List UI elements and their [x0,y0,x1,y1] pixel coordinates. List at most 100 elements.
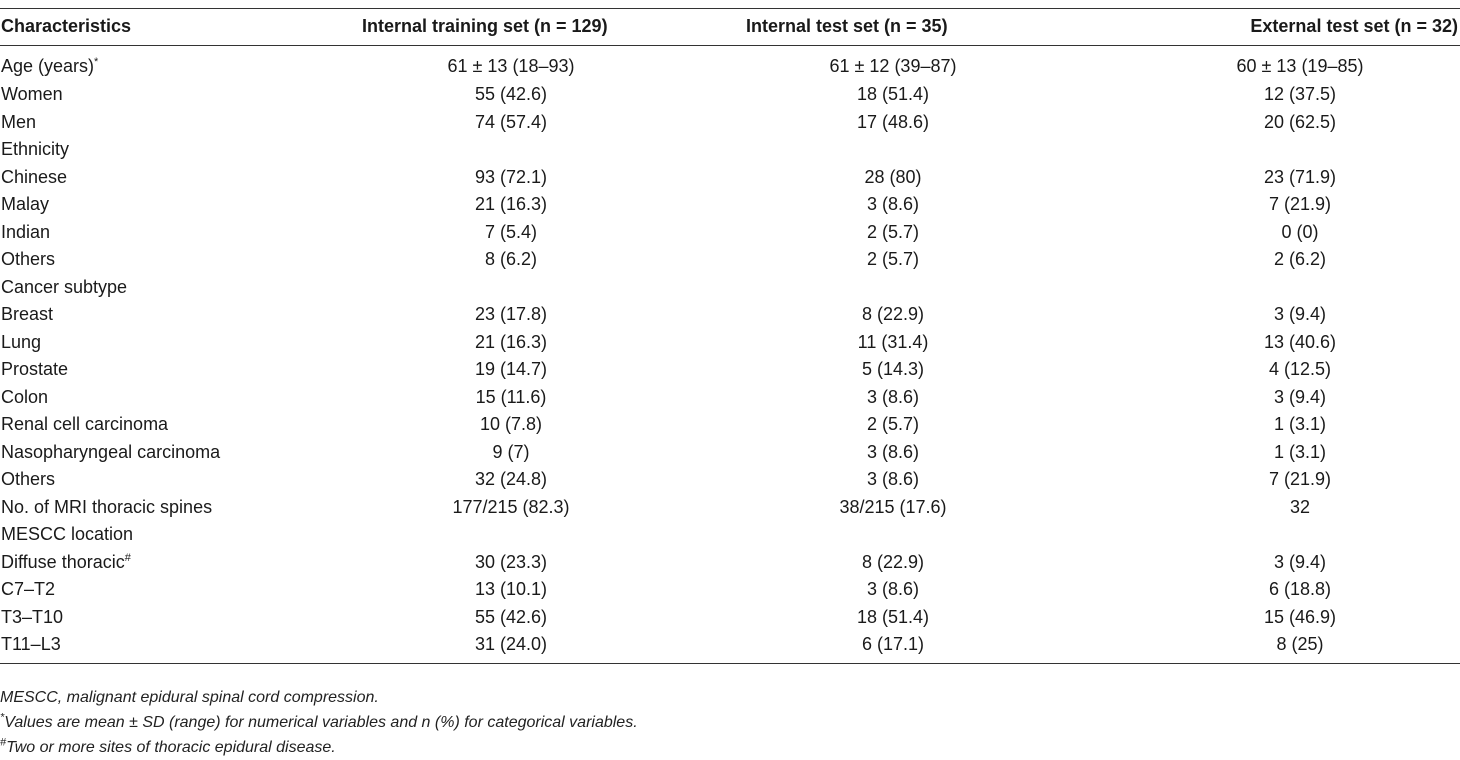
row-label: Lung [1,331,42,352]
row-label: No. of MRI thoracic spines [1,496,213,517]
value-cell [300,274,700,302]
value-cell: 2 (5.7) [866,249,920,270]
row-label: Indian [1,221,51,242]
value-cell: 3 (8.6) [866,441,920,462]
value-cell: 3 (9.4) [1273,551,1327,572]
row-label-cell: Nasopharyngeal carcinoma [0,439,300,467]
column-header: External test set (n = 32) [1080,8,1460,46]
value-cell: 31 (24.0) [300,631,700,664]
value-cell: 177/215 (82.3) [452,496,570,517]
value-cell: 61 ± 13 (18–93) [447,56,575,76]
footnote-marker: * [0,711,5,724]
value-cell: 7 (21.9) [1268,469,1332,490]
table-row: Chinese 93 (72.1) 28 (80) 23 (71.9) [0,164,1460,192]
value-cell [1080,521,1460,549]
value-cell: 2 (6.2) [1273,249,1327,270]
row-label-cell: Diffuse thoracic# [0,549,300,577]
footnote-marker: # [0,736,7,749]
table-row: Age (years)* 61 ± 13 (18–93) 61 ± 12 (39–8… [0,46,1460,82]
table-row: T11–L3 31 (24.0) 6 (17.1) 8 (25) [0,631,1460,664]
row-label-cell: Men [0,109,300,137]
value-cell: 18 (51.4) [856,606,930,627]
table-row: T3–T10 55 (42.6) 18 (51.4) 15 (46.9) [0,604,1460,632]
footnote-marker: * [94,56,99,68]
table-row: Ethnicity [0,136,1460,164]
value-cell: 3 (9.4) [1273,304,1327,325]
value-cell: 61 ± 12 (39–87) [829,56,957,76]
row-label: MESCC location [1,524,134,545]
row-label-cell: MESCC location [0,521,300,549]
value-cell: 55 (42.6) [474,606,548,627]
row-label-cell: Ethnicity [0,136,300,164]
row-label-cell: Colon [0,384,300,412]
value-cell: 7 (21.9) [1268,194,1332,215]
table-row: Breast 23 (17.8) 8 (22.9) 3 (9.4) [0,301,1460,329]
value-cell: 3 (8.6) [866,194,920,215]
value-cell: 3 (9.4) [1273,386,1327,407]
value-cell: 20 (62.5) [1263,111,1337,132]
row-label: C7–T2 [1,579,56,600]
value-cell: 21 (16.3) [474,194,548,215]
value-cell: 32 [1289,496,1311,517]
value-cell [300,136,700,164]
column-header: Internal training set (n = 129) [300,8,700,46]
row-label: Others [1,469,56,490]
table-footnotes: MESCC, malignant epidural spinal cord co… [0,685,638,760]
value-cell: 19 (14.7) [474,359,548,380]
value-cell: 38/215 (17.6) [839,496,947,517]
row-label: Diffuse thoracic [1,551,125,572]
value-cell: 0 (0) [1281,221,1319,242]
table-row: C7–T2 13 (10.1) 3 (8.6) 6 (18.8) [0,576,1460,604]
table-row: Others 8 (6.2) 2 (5.7) 2 (6.2) [0,246,1460,274]
row-label: Ethnicity [1,139,70,160]
row-label-cell: Prostate [0,356,300,384]
value-cell: 9 (7) [492,441,530,462]
value-cell: 8 (22.9) [861,304,925,325]
table-row: Indian 7 (5.4) 2 (5.7) 0 (0) [0,219,1460,247]
table-row: Lung 21 (16.3) 11 (31.4) 13 (40.6) [0,329,1460,357]
footnote: *Values are mean ± SD (range) for numeri… [0,710,638,735]
table-row: Women 55 (42.6) 18 (51.4) 12 (37.5) [0,81,1460,109]
row-label: Age (years) [1,56,95,76]
table-row: Colon 15 (11.6) 3 (8.6) 3 (9.4) [0,384,1460,412]
footnote-text: Values are mean ± SD (range) for numeric… [4,714,638,731]
value-cell: 4 (12.5) [1268,359,1332,380]
row-label: Women [1,84,63,105]
value-cell: 74 (57.4) [474,111,548,132]
value-cell: 3 (8.6) [866,579,920,600]
row-label: T11–L3 [1,634,61,655]
value-cell [700,136,1080,164]
table-row: Others 32 (24.8) 3 (8.6) 7 (21.9) [0,466,1460,494]
column-header: Internal test set (n = 35) [700,8,1080,46]
value-cell [300,521,700,549]
row-label: Chinese [1,166,68,187]
table-row: Renal cell carcinoma 10 (7.8) 2 (5.7) 1 (3.… [0,411,1460,439]
row-label-cell: C7–T2 [0,576,300,604]
table-body: Age (years)* 61 ± 13 (18–93) 61 ± 12 (39–8… [0,46,1460,664]
value-cell: 6 (18.8) [1268,579,1332,600]
value-cell: 93 (72.1) [474,166,548,187]
value-cell [700,274,1080,302]
value-cell: 12 (37.5) [1263,84,1337,105]
value-cell: 7 (5.4) [484,221,538,242]
column-header: Characteristics [0,8,300,46]
footnote-marker: # [124,551,131,564]
value-cell: 15 (11.6) [475,386,547,407]
value-cell: 60 ± 13 (19–85) [1236,56,1364,76]
table-row: Nasopharyngeal carcinoma 9 (7) 3 (8.6) 1 (3… [0,439,1460,467]
footnote: MESCC, malignant epidural spinal cord co… [0,685,638,710]
value-cell: 17 (48.6) [856,111,930,132]
row-label-cell: Age (years)* [0,46,300,82]
row-label: Breast [1,304,54,325]
table-row: Diffuse thoracic# 30 (23.3) 8 (22.9) 3 (9.4… [0,549,1460,577]
value-cell: 15 (46.9) [1263,606,1337,627]
value-cell [700,521,1080,549]
row-label: Men [1,111,37,132]
value-cell: 3 (8.6) [866,469,920,490]
value-cell: 13 (10.1) [474,579,548,600]
value-cell [1080,136,1460,164]
value-cell: 8 (6.2) [484,249,538,270]
row-label-cell: T11–L3 [0,631,300,664]
row-label: Prostate [1,359,69,380]
value-cell: 5 (14.3) [861,359,925,380]
